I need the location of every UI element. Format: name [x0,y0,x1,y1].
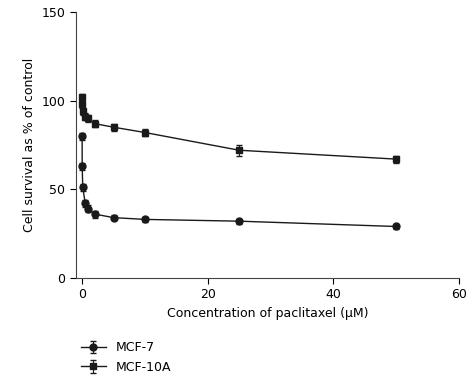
Legend: MCF-7, MCF-10A: MCF-7, MCF-10A [76,337,176,379]
X-axis label: Concentration of paclitaxel (μM): Concentration of paclitaxel (μM) [167,307,368,320]
Y-axis label: Cell survival as % of control: Cell survival as % of control [23,58,36,232]
